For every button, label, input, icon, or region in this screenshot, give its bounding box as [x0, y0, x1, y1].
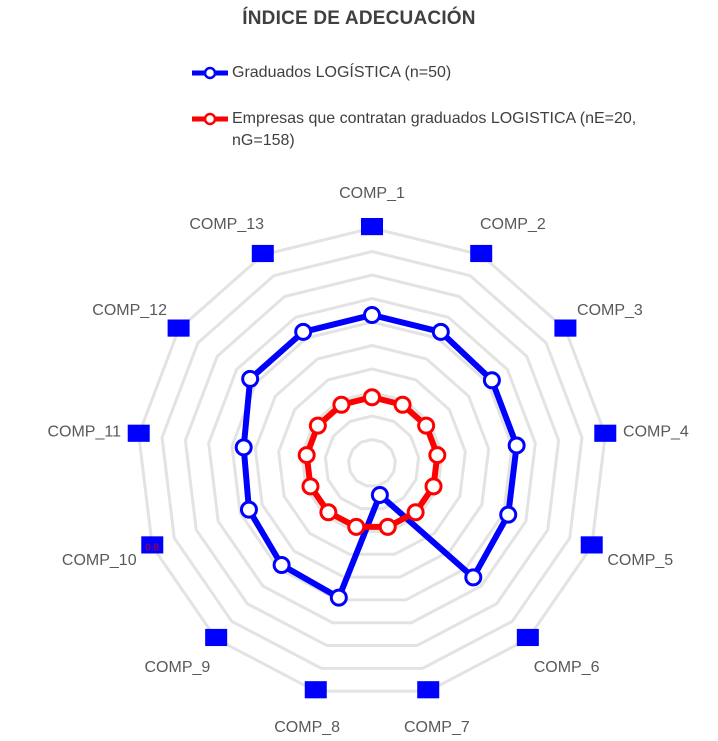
series-1-point-comp-7 [378, 517, 397, 536]
series-1-point-comp-2 [393, 395, 412, 414]
category-label-comp-13: COMP_13 [189, 216, 264, 233]
marker-comp-11 [127, 424, 150, 442]
category-label-comp-3: COMP_3 [577, 302, 643, 319]
series-1-point-comp-4 [428, 446, 447, 465]
series-1-point-comp-9 [319, 503, 338, 522]
series-1-point-comp-11 [297, 446, 316, 465]
category-label-comp-12: COMP_12 [92, 302, 167, 319]
chart-title: ÍNDICE DE ADECUACIÓN [242, 8, 476, 29]
marker-comp-2 [470, 244, 493, 263]
series-1-point-comp-10 [301, 477, 320, 496]
marker-comp-7 [417, 681, 440, 699]
category-label-comp-9: COMP_9 [144, 659, 210, 676]
series-0-point-comp-1 [363, 305, 381, 324]
legend-swatch-graduados [192, 66, 228, 80]
series-1-point-comp-8 [347, 517, 366, 536]
category-label-comp-6: COMP_6 [534, 659, 600, 676]
grid-ring-6 [230, 320, 514, 602]
series-0-point-comp-11 [234, 438, 253, 457]
series-0-point-comp-5 [499, 505, 518, 524]
marker-comp-1 [361, 218, 383, 236]
series-0-point-comp-10 [239, 500, 258, 519]
series-0-point-comp-3 [482, 371, 501, 390]
category-label-comp-10: COMP_10 [62, 552, 137, 569]
series-1-point-comp-5 [424, 477, 443, 496]
marker-comp-4 [594, 424, 617, 442]
data-label-comp-10: 0.8 [145, 542, 159, 553]
series-0-point-comp-4 [507, 436, 526, 455]
series-1-point-comp-13 [332, 395, 351, 414]
series-1-point-comp-1 [363, 388, 381, 407]
grid-ring-1 [347, 437, 397, 488]
category-label-comp-1: COMP_1 [339, 185, 405, 202]
legend-label-graduados: Graduados LOGÍSTICA (n=50) [232, 64, 452, 81]
marker-comp-8 [304, 681, 327, 699]
series-0-point-comp-2 [431, 322, 450, 341]
series-0-point-comp-13 [294, 322, 313, 341]
grid-ring-10 [137, 226, 607, 693]
category-label-comp-2: COMP_2 [480, 216, 546, 233]
series-0-point-comp-12 [241, 369, 260, 388]
legend-label-empresas: Empresas que contratan graduados LOGISTI… [232, 110, 637, 149]
series-1-point-comp-12 [308, 416, 327, 435]
series-0-point-comp-9 [272, 556, 291, 575]
marker-comp-6 [516, 628, 539, 647]
category-label-comp-4: COMP_4 [623, 423, 689, 440]
marker-comp-10 [141, 536, 164, 554]
legend-swatch-empresas [192, 112, 228, 126]
marker-comp-12 [167, 319, 190, 337]
grid-ring-5 [253, 343, 491, 579]
series-1-point-comp-3 [417, 416, 436, 435]
grid-ring-7 [207, 296, 537, 625]
grid-ring-9 [160, 249, 584, 670]
series-line-0 [240, 311, 520, 601]
grid-ring-8 [183, 273, 561, 648]
grid-ring-4 [277, 367, 467, 556]
marker-comp-3 [554, 319, 577, 337]
category-label-comp-7: COMP_7 [404, 719, 470, 736]
category-label-comp-8: COMP_8 [274, 719, 340, 736]
marker-comp-9 [205, 628, 228, 647]
category-label-comp-11: COMP_11 [47, 423, 121, 440]
marker-comp-13 [251, 244, 274, 263]
marker-comp-5 [580, 536, 603, 554]
series-0-point-comp-8 [329, 588, 348, 607]
series-0-point-comp-7 [370, 485, 389, 504]
series-0-point-comp-6 [464, 568, 483, 587]
category-label-comp-5: COMP_5 [607, 552, 673, 569]
series-1-point-comp-6 [406, 503, 425, 522]
